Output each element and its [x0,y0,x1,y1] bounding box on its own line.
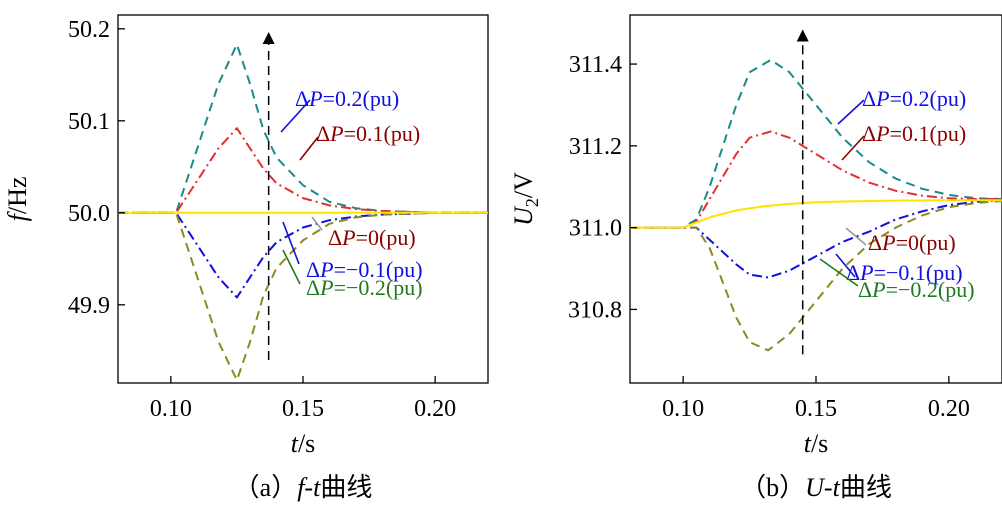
annotation-label: ΔP=0.2(pu) [862,86,966,111]
annotation-delta: Δ [295,86,309,111]
series-line-3 [118,211,488,299]
annotation-value: =0(pu) [356,225,416,250]
leader-line [282,221,300,265]
series-line-3 [630,199,1002,279]
leader-line [819,258,859,287]
leader-line [845,227,867,246]
annotation-delta: Δ [328,225,342,250]
annotation-value: =0(pu) [896,230,956,255]
y-tick-label: 310.8 [568,297,622,323]
x-tick-label: 0.15 [282,396,324,422]
series-line-1 [630,130,1002,229]
annotation-var: P [308,86,322,111]
annotation-value: =0.1(pu) [344,121,421,146]
annotation-delta: Δ [306,257,320,282]
annotation-label: ΔP=0(pu) [868,230,956,255]
annotation-label: ΔP=0.1(pu) [316,121,420,146]
annotation-delta: Δ [846,260,860,285]
annotation-value: =−0.1(pu) [334,257,423,282]
annotation-value: =−0.2(pu) [334,275,423,300]
plot-frame [629,14,1002,384]
annotation-layer: ΔP=0.2(pu)ΔP=0.1(pu)ΔP=0(pu)ΔP=−0.1(pu)Δ… [819,86,975,302]
y-axis-label: U2/V [509,172,542,226]
annotation-label: ΔP=−0.2(pu) [858,277,975,302]
annotation-value: =−0.2(pu) [886,277,975,302]
annotation-delta: Δ [862,86,876,111]
annotation-var: P [875,121,889,146]
series-line-0 [118,43,488,214]
y-tick-label: 311.2 [569,134,622,160]
annotation-label: ΔP=0(pu) [328,225,416,250]
y-tick-label: 50.0 [68,201,110,227]
series-line-2 [630,199,1002,229]
series-line-1 [118,127,488,214]
annotation-value: =0.2(pu) [890,86,967,111]
panel-caption: （b）U-t曲线 [740,473,892,502]
tick-layer: 0.10 0.15 0.20 310.8 311.0 311.2 311.4 [568,52,970,422]
leader-line [299,136,319,161]
annotation-label: ΔP=−0.1(pu) [306,257,423,282]
x-tick-label: 0.15 [795,396,837,422]
y-tick-label: 311.0 [569,216,622,242]
tick-layer: 0.10 0.15 0.20 49.9 50.0 50.1 50.2 [68,17,456,422]
annotation-delta: Δ [862,121,876,146]
annotation-value: =0.1(pu) [890,121,967,146]
x-axis-label: t/s [804,429,829,458]
x-tick-label: 0.10 [662,396,704,422]
annotation-var: P [875,86,889,111]
annotation-value: =0.2(pu) [323,86,400,111]
series-line-4 [118,211,488,382]
leader-line [835,253,856,278]
annotation-value: =−0.1(pu) [874,260,963,285]
annotation-delta: Δ [306,275,320,300]
series-line-0 [630,59,1002,229]
annotation-var: P [341,225,355,250]
annotation-label: ΔP=0.1(pu) [862,121,966,146]
leader-line [282,249,301,285]
y-tick-label: 50.2 [68,17,110,43]
annotation-label: ΔP=0.2(pu) [295,86,399,111]
x-tick-label: 0.20 [414,396,456,422]
y-tick-label: 311.4 [569,52,622,78]
annotation-var: P [319,275,333,300]
annotation-delta: Δ [858,277,872,302]
annotation-var: P [319,257,333,282]
annotation-var: P [329,121,343,146]
annotation-layer: ΔP=0.2(pu)ΔP=0.1(pu)ΔP=0(pu)ΔP=−0.1(pu)Δ… [280,86,423,300]
leader-line [841,135,865,161]
annotation-var: P [871,277,885,302]
x-axis-label: t/s [291,429,316,458]
panel-caption: （a）f-t曲线 [234,473,373,502]
leader-line [837,99,865,125]
y-tick-label: 49.9 [68,293,110,319]
x-tick-label: 0.10 [150,396,192,422]
leader-line [311,216,323,231]
leader-line [280,99,311,133]
annotation-delta: Δ [316,121,330,146]
y-tick-label: 50.1 [68,109,110,135]
y-axis-label: f/Hz [3,177,32,222]
annotation-var: P [881,230,895,255]
annotation-label: ΔP=−0.1(pu) [846,260,963,285]
series-layer [118,43,488,382]
annotation-var: P [859,260,873,285]
x-tick-label: 0.20 [928,396,970,422]
annotation-delta: Δ [868,230,882,255]
annotation-label: ΔP=−0.2(pu) [306,275,423,300]
